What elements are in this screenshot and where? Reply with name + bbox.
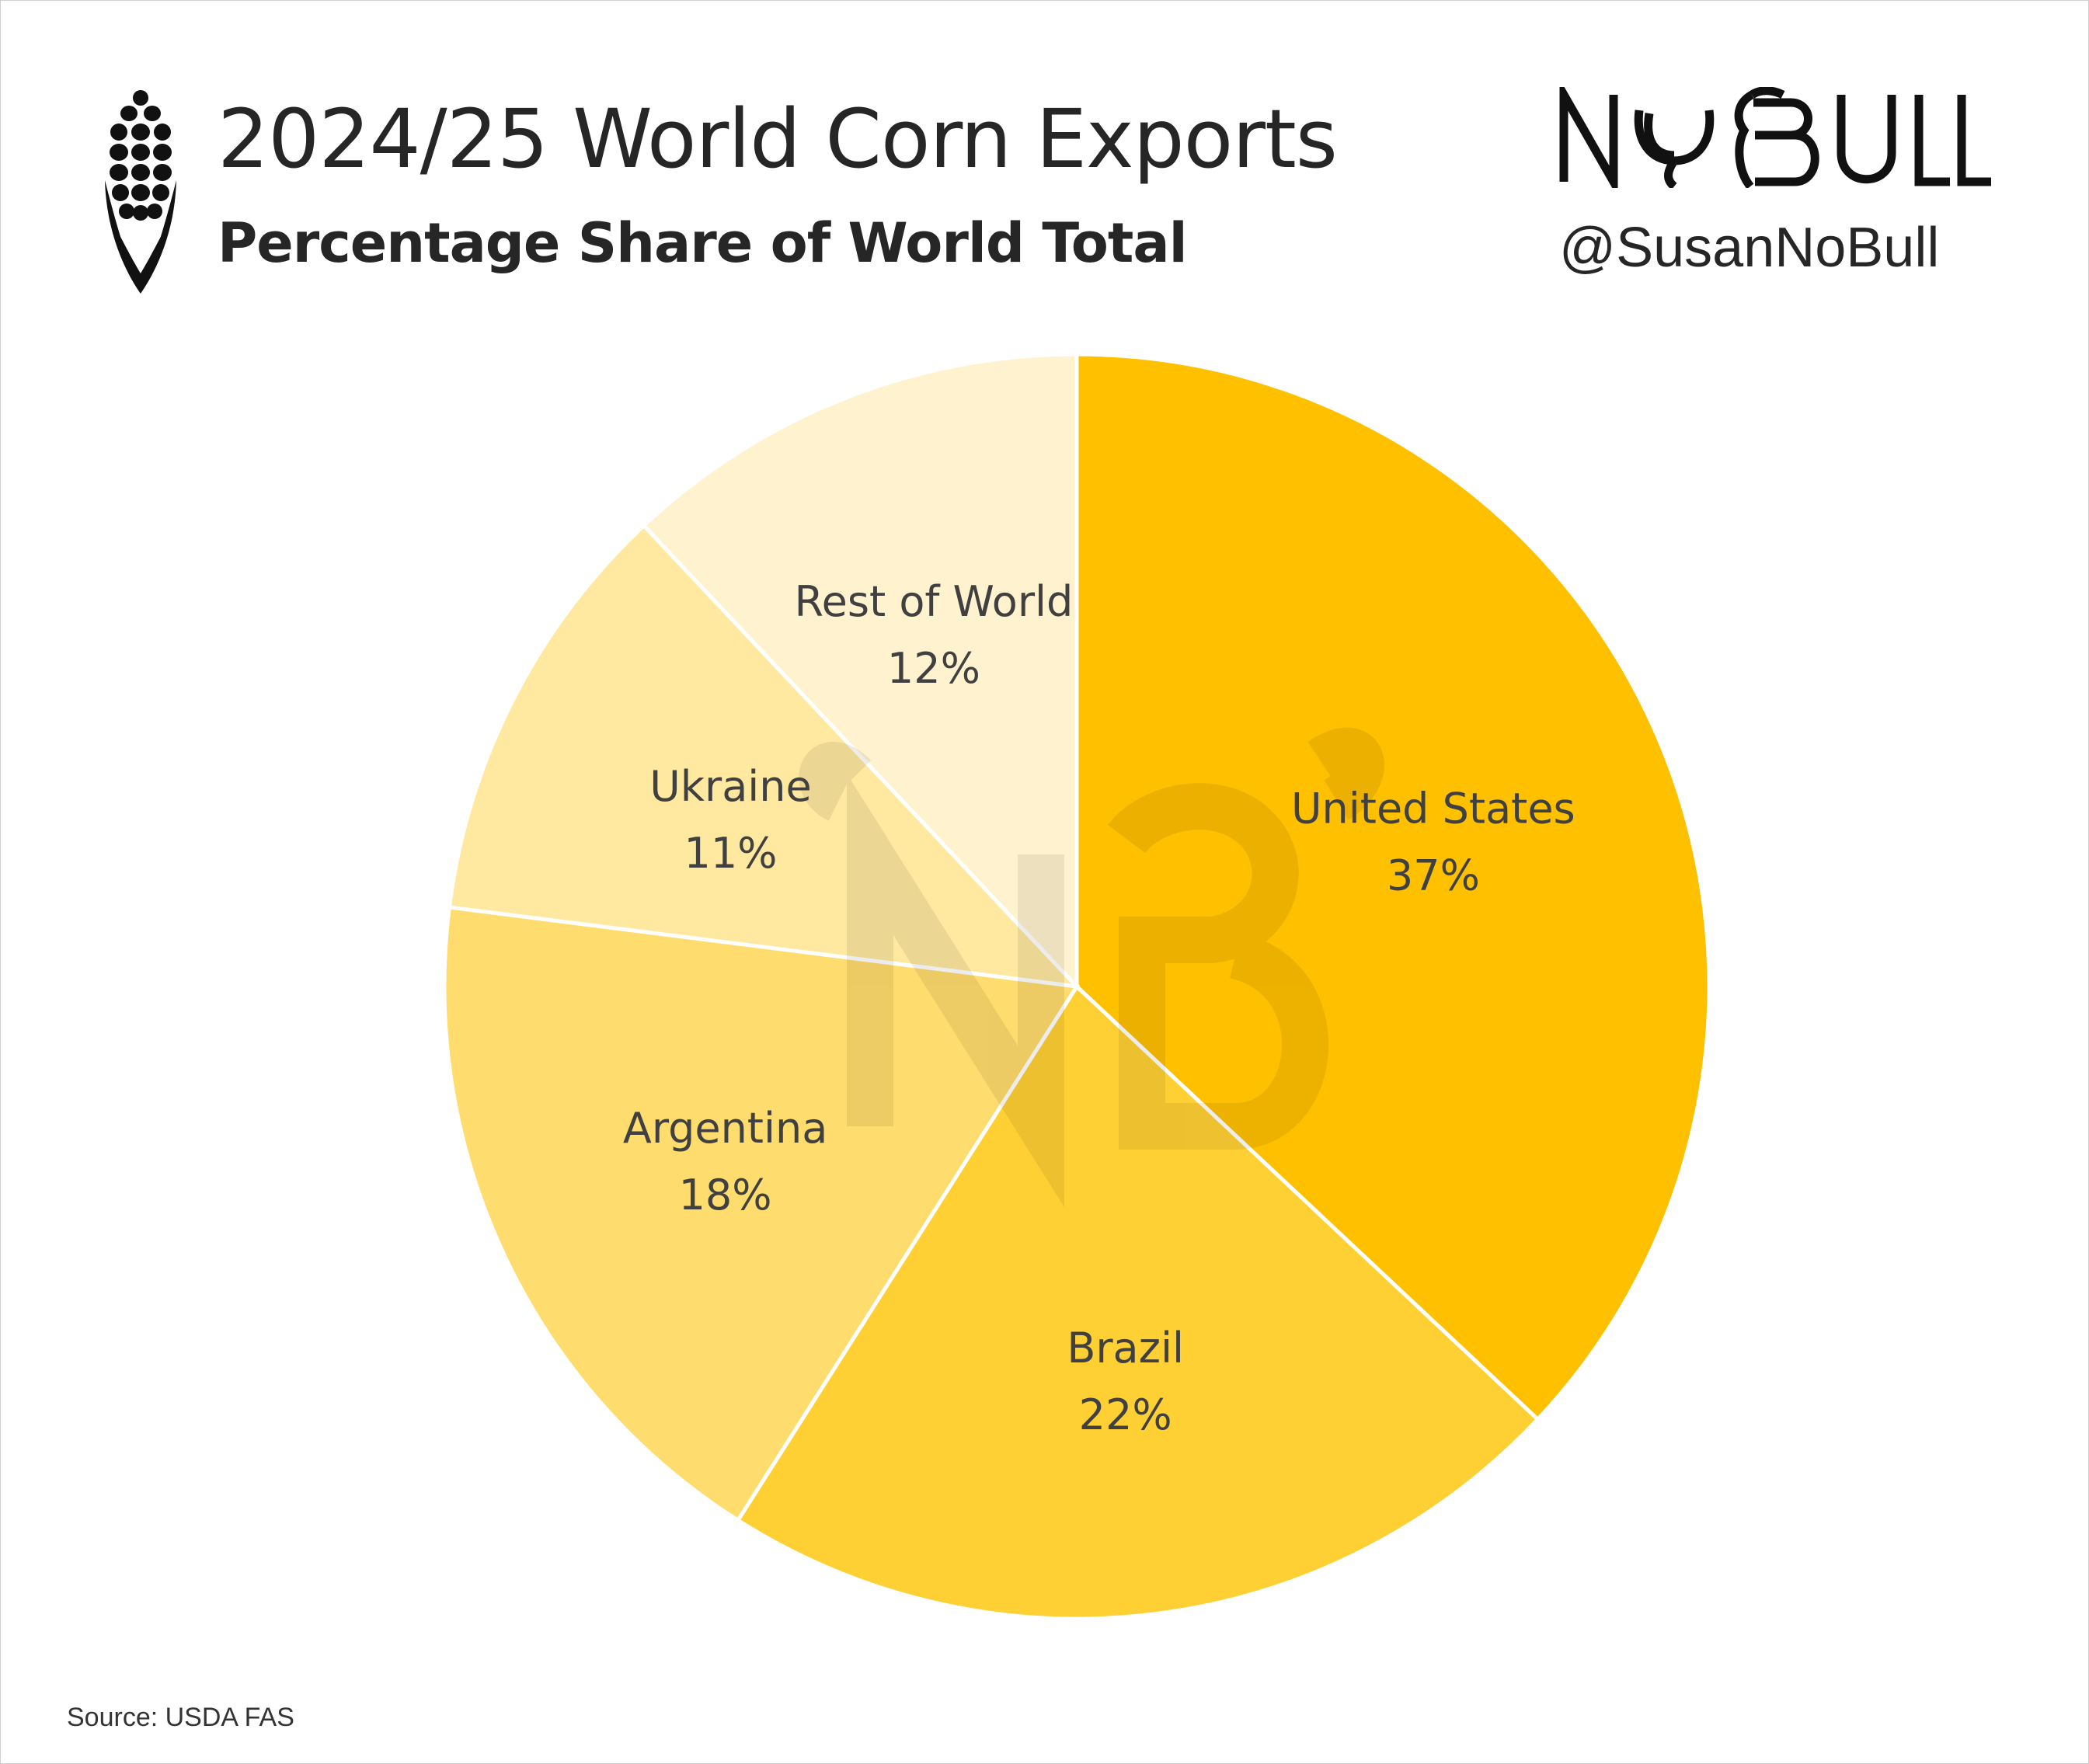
slice-value-label: 18%: [679, 1171, 772, 1219]
chart-title: 2024/25 World Corn Exports: [218, 92, 1338, 186]
pie-slices: [442, 352, 1711, 1621]
slice-name-label: Ukraine: [649, 762, 812, 811]
corn-icon: [105, 90, 176, 294]
pie-slice-ukraine: [447, 523, 1082, 990]
slice-name-label: Rest of World: [795, 577, 1074, 626]
slice-value-label: 12%: [887, 644, 980, 693]
nb-watermark: [799, 727, 1384, 1208]
chart-subtitle: Percentage Share of World Total: [218, 211, 1188, 275]
no-bull-logo: [1559, 87, 1991, 188]
pie-slice-brazil: [735, 983, 1541, 1621]
pie-labels: United States 37% Brazil 22% Argentina 18% Ukr…: [623, 577, 1575, 1439]
pie-slice-argentina: [442, 905, 1081, 1523]
source-note: Source: USDA FAS: [67, 1703, 294, 1732]
social-handle: @SusanNoBull: [1559, 217, 1940, 279]
pie-slice-united-states: [1074, 352, 1711, 1422]
slice-name-label: Brazil: [1067, 1324, 1184, 1373]
slice-name-label: Argentina: [623, 1104, 827, 1153]
slice-value-label: 22%: [1079, 1390, 1172, 1439]
pie-slice-rest-of-world: [641, 352, 1079, 992]
slice-value-label: 11%: [684, 829, 777, 878]
slice-name-label: United States: [1291, 784, 1575, 833]
slice-value-label: 37%: [1387, 851, 1480, 899]
